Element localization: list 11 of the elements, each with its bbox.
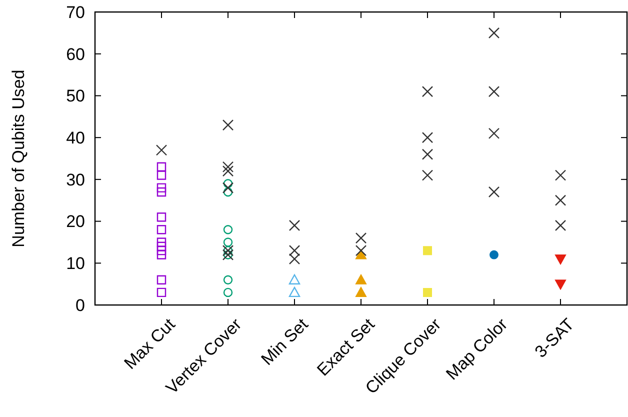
x-tick-label: Max Cut [120, 314, 179, 373]
y-tick-label: 10 [66, 254, 85, 274]
y-tick-label: 30 [66, 170, 85, 190]
y-tick-label: 0 [76, 296, 85, 315]
y-axis-title: Number of Qubits Used [9, 70, 28, 248]
y-tick-label: 40 [66, 128, 85, 148]
y-tick-label: 70 [66, 2, 85, 22]
y-tick-label: 20 [66, 212, 85, 232]
y-tick-label: 60 [66, 44, 85, 64]
y-tick-label: 50 [66, 86, 85, 106]
x-tick-label: Min Set [258, 314, 312, 369]
